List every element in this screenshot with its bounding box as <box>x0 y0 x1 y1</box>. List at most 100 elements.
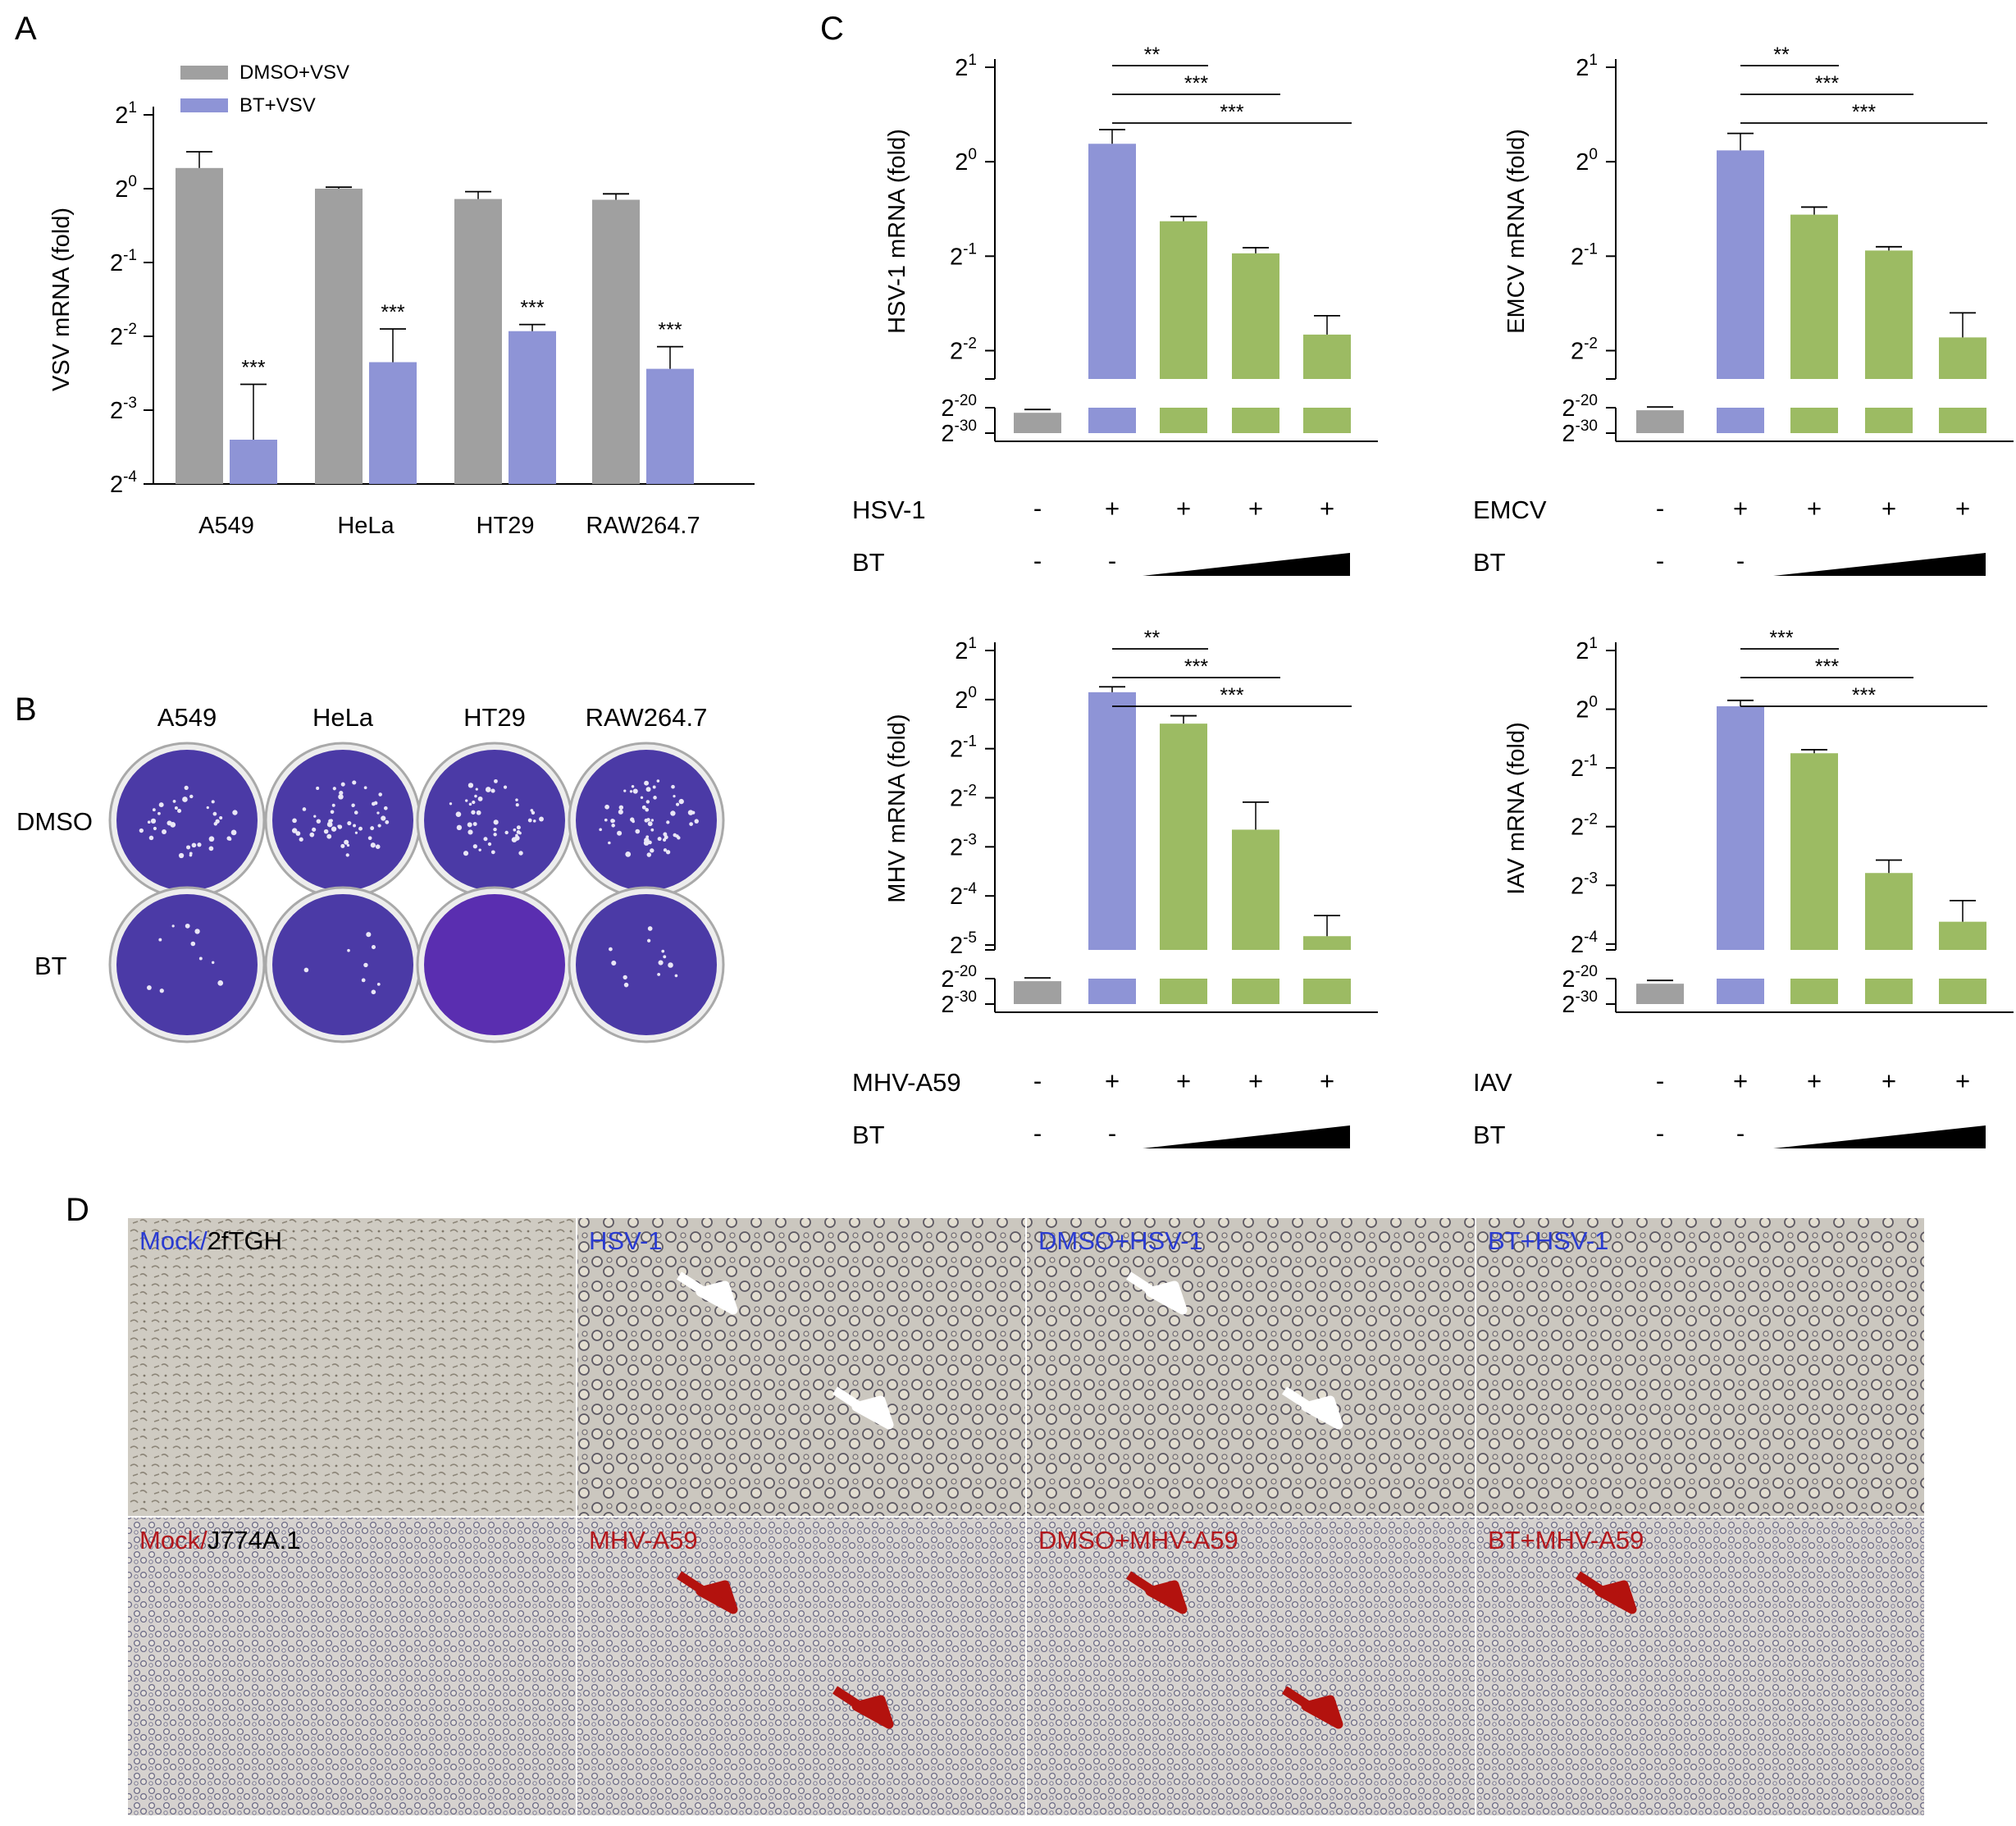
plaque <box>472 822 477 827</box>
plaque <box>474 794 477 798</box>
tick-base: 2 <box>1576 638 1589 664</box>
plaque <box>358 826 363 831</box>
tick-exponent: 1 <box>1589 635 1598 652</box>
plaque <box>378 792 382 797</box>
plaque <box>375 844 381 850</box>
panel-letter-d: D <box>66 1192 89 1228</box>
bar-lower-segment <box>1088 979 1136 1004</box>
plaque <box>178 852 185 859</box>
plaque <box>515 803 519 807</box>
plaque <box>361 978 366 983</box>
bar-lower-segment <box>1160 408 1207 433</box>
y-tick-label: 20 <box>115 173 137 203</box>
tick-exponent: 0 <box>1589 694 1598 711</box>
well <box>116 894 258 1035</box>
bt-dose-wedge <box>1773 1125 1986 1148</box>
plaque <box>666 820 670 824</box>
plaque <box>291 828 298 833</box>
plaque <box>631 784 635 788</box>
micrograph-grid: Mock/2fTGH HSV-1 DMSO+HSV-1 BT+HSV-1 Mock/J7… <box>128 1218 1924 1815</box>
plaque <box>468 829 473 835</box>
plaque <box>608 841 611 845</box>
y-tick-label: 21 <box>955 52 977 81</box>
plaque <box>146 985 152 990</box>
plaque <box>148 835 154 841</box>
cytopathic-arrow <box>676 1571 738 1614</box>
y-tick-label: 2-4 <box>950 880 977 910</box>
plaque <box>504 830 509 835</box>
plaque <box>337 824 340 828</box>
plaque <box>650 819 655 822</box>
plaque <box>652 785 656 789</box>
plaque <box>483 837 488 842</box>
significance-label: ** <box>1144 43 1161 66</box>
micrograph-label: Mock/J774A.1 <box>139 1526 300 1554</box>
tick-exponent: 0 <box>128 173 137 190</box>
significance-label: *** <box>1220 101 1243 124</box>
tick-base: 2 <box>1562 966 1575 993</box>
plaque <box>373 801 378 806</box>
plaque <box>650 828 655 832</box>
plaque <box>645 800 650 804</box>
well <box>272 750 413 891</box>
bar-bt-dose <box>1790 214 1838 379</box>
plaque <box>211 961 215 965</box>
plaque <box>182 797 188 802</box>
virus-row-mark: + <box>1733 494 1748 523</box>
bar-dmso <box>592 199 640 484</box>
tick-base: 2 <box>1571 932 1584 958</box>
micrograph-label-part: DMSO+MHV-A59 <box>1038 1526 1238 1554</box>
legend-swatch <box>180 66 228 80</box>
plaque <box>340 782 345 787</box>
plaque-row-label: DMSO <box>16 807 93 836</box>
plaque <box>215 819 220 824</box>
y-tick-label: 20 <box>1576 694 1598 724</box>
plaque <box>366 932 372 938</box>
plaque <box>472 844 477 849</box>
plaque <box>326 833 332 839</box>
bar-lower-segment <box>1865 979 1913 1004</box>
virus-row-mark: - <box>1656 1066 1664 1095</box>
bt-row-label: BT <box>1473 1121 1506 1149</box>
plaque <box>518 831 522 835</box>
micrograph-label: BT+MHV-A59 <box>1488 1526 1644 1554</box>
plaque-column-label: RAW264.7 <box>586 703 708 732</box>
plaque <box>382 816 386 820</box>
bar-dmso <box>315 189 363 484</box>
plaque <box>665 850 671 855</box>
plaque <box>604 804 609 810</box>
tick-base: 2 <box>1571 338 1584 364</box>
tick-exponent: -4 <box>1584 929 1598 946</box>
bar-lower-segment <box>1717 408 1764 433</box>
y-tick-label: 2-2 <box>950 335 977 364</box>
plaque <box>656 779 660 783</box>
micrograph-label: HSV-1 <box>589 1226 663 1255</box>
plaque <box>677 836 681 840</box>
tick-exponent: -30 <box>1576 418 1598 435</box>
plaque <box>330 810 335 815</box>
plaque <box>332 787 336 791</box>
plaque <box>663 848 668 852</box>
plaque <box>668 962 673 968</box>
virus-row-mark: + <box>1248 1066 1263 1095</box>
plaque <box>664 835 668 840</box>
plaque <box>344 839 349 845</box>
bar-virus <box>1088 692 1136 950</box>
plaque <box>611 960 617 966</box>
plaque <box>515 798 518 801</box>
bt-row-mark: - <box>1108 546 1116 575</box>
plaque <box>191 842 197 848</box>
plaque <box>340 843 345 848</box>
tick-base: 2 <box>955 638 968 664</box>
plaque <box>658 960 664 965</box>
tick-exponent: -1 <box>1584 752 1598 769</box>
plaque <box>463 851 469 856</box>
plaque <box>351 803 355 807</box>
panel-letter-a: A <box>15 11 37 47</box>
plaque <box>190 941 196 947</box>
plaque <box>503 785 508 789</box>
plaque <box>645 835 650 839</box>
plaque <box>212 811 217 816</box>
bar-bt-dose <box>1939 337 1986 379</box>
bar-control <box>1636 984 1684 1004</box>
